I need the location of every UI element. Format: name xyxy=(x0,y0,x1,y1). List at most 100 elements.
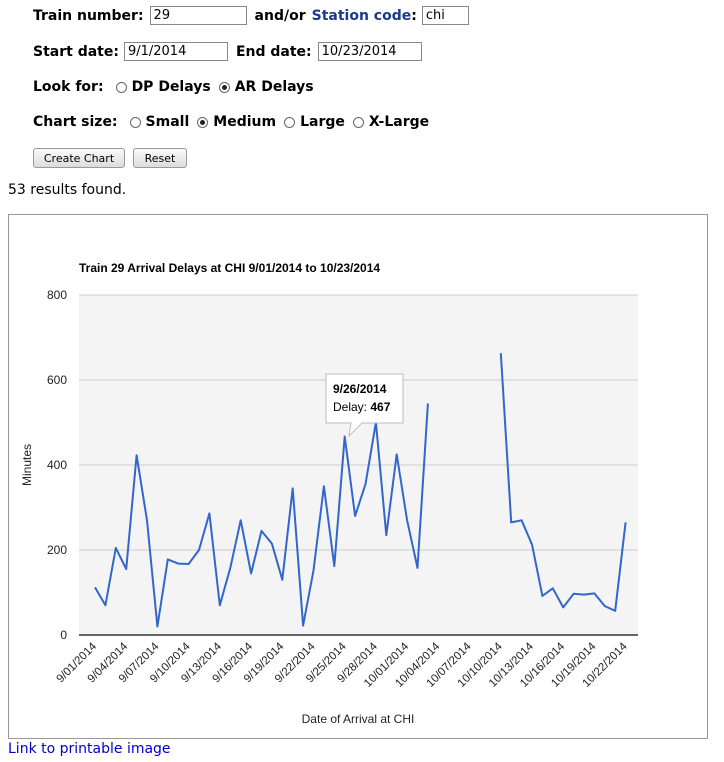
data-point[interactable] xyxy=(93,585,97,589)
data-point[interactable] xyxy=(384,533,388,537)
start-date-label: Start date: xyxy=(33,43,119,60)
size-small-option[interactable]: Small xyxy=(129,114,190,130)
data-point[interactable] xyxy=(353,514,357,518)
ar-delays-option[interactable]: AR Delays xyxy=(218,79,314,95)
data-point[interactable] xyxy=(291,486,295,490)
size-large-label: Large xyxy=(300,114,345,130)
data-point[interactable] xyxy=(405,518,409,522)
size-medium-radio[interactable] xyxy=(197,116,209,128)
station-code-link[interactable]: Station code xyxy=(311,7,412,24)
printable-image-link[interactable]: Link to printable image xyxy=(8,741,171,757)
size-small-label: Small xyxy=(145,114,190,130)
data-point[interactable] xyxy=(176,562,180,566)
chart-container: 0 200 400 600 800 9/01/2014 9/04/2014 9/07/201… xyxy=(8,214,708,739)
data-point[interactable] xyxy=(218,603,222,607)
data-point[interactable] xyxy=(145,518,149,522)
station-code-colon: : xyxy=(411,7,417,24)
tooltip-date: 9/26/2014 xyxy=(333,382,387,396)
data-point[interactable] xyxy=(499,351,503,355)
data-point[interactable] xyxy=(582,593,586,597)
tooltip-delay-text: Delay: 467 xyxy=(333,400,391,414)
chart-size-label: Chart size: xyxy=(33,114,118,130)
train-number-input[interactable]: 29 xyxy=(149,6,247,25)
reset-button[interactable]: Reset xyxy=(133,148,187,168)
ar-delays-radio[interactable] xyxy=(218,81,230,93)
andor-label: and/or xyxy=(254,7,306,24)
dp-delays-radio[interactable] xyxy=(115,81,127,93)
dp-delays-label: DP Delays xyxy=(131,79,211,95)
start-date-input[interactable]: 9/1/2014 xyxy=(123,42,228,61)
data-point[interactable] xyxy=(509,520,513,524)
data-point[interactable] xyxy=(103,603,107,607)
data-point[interactable] xyxy=(426,401,430,405)
date-row: Start date: 9/1/2014 End date: 10/23/201… xyxy=(33,42,422,61)
chart-title: Train 29 Arrival Delays at CHI 9/01/2014… xyxy=(79,261,380,275)
data-point[interactable] xyxy=(280,578,284,582)
data-point[interactable] xyxy=(228,566,232,570)
size-medium-option[interactable]: Medium xyxy=(197,114,276,130)
y-tick-label: 200 xyxy=(47,543,67,557)
data-point[interactable] xyxy=(613,609,617,613)
data-point[interactable] xyxy=(114,546,118,550)
data-point[interactable] xyxy=(592,591,596,595)
data-point[interactable] xyxy=(322,484,326,488)
data-point[interactable] xyxy=(624,520,628,524)
data-point[interactable] xyxy=(551,586,555,590)
lookfor-row: Look for: DP Delays AR Delays xyxy=(33,79,322,95)
data-point[interactable] xyxy=(166,557,170,561)
data-point[interactable] xyxy=(603,604,607,608)
tooltip-box xyxy=(325,373,404,438)
delay-chart: 0 200 400 600 800 9/01/20149/04/20149/07/201… xyxy=(20,261,638,726)
size-xlarge-option[interactable]: X-Large xyxy=(352,114,430,130)
lookfor-label: Look for: xyxy=(33,79,104,95)
data-point[interactable] xyxy=(364,482,368,486)
series-line xyxy=(94,403,429,628)
end-date-input[interactable]: 10/23/2014 xyxy=(317,42,422,61)
series-line xyxy=(499,353,627,612)
create-chart-button[interactable]: Create Chart xyxy=(33,148,125,168)
data-point[interactable] xyxy=(249,571,253,575)
y-axis-label: Minutes xyxy=(20,444,34,486)
data-point[interactable] xyxy=(197,548,201,552)
data-point[interactable] xyxy=(207,511,211,515)
data-point[interactable] xyxy=(312,568,316,572)
data-point[interactable] xyxy=(124,567,128,571)
y-tick-label: 0 xyxy=(60,628,67,642)
data-point[interactable] xyxy=(530,543,534,547)
data-point[interactable] xyxy=(561,605,565,609)
data-point[interactable] xyxy=(135,453,139,457)
y-tick-label: 400 xyxy=(47,458,67,472)
tooltip: 9/26/2014 Delay: 467 xyxy=(325,373,404,438)
data-point[interactable] xyxy=(332,564,336,568)
data-point[interactable] xyxy=(301,624,305,628)
size-xlarge-radio[interactable] xyxy=(352,116,364,128)
x-tick-labels: 9/01/20149/04/20149/07/20149/10/20149/13… xyxy=(54,640,630,690)
data-point[interactable] xyxy=(572,592,576,596)
dp-delays-option[interactable]: DP Delays xyxy=(115,79,211,95)
data-point[interactable] xyxy=(540,594,544,598)
train-row: Train number: 29 and/or Station code: ch… xyxy=(33,6,469,25)
size-xlarge-label: X-Large xyxy=(368,114,430,130)
data-point[interactable] xyxy=(187,562,191,566)
data-point[interactable] xyxy=(239,518,243,522)
chart-size-row: Chart size: Small Medium Large X-Large xyxy=(33,114,437,130)
series-group xyxy=(93,351,628,629)
size-large-radio[interactable] xyxy=(284,116,296,128)
data-point[interactable] xyxy=(155,625,159,629)
data-point[interactable] xyxy=(260,529,264,533)
y-tick-label: 600 xyxy=(47,373,67,387)
tooltip-delay-value: 467 xyxy=(370,400,390,414)
size-small-radio[interactable] xyxy=(129,116,141,128)
ar-delays-label: AR Delays xyxy=(234,79,314,95)
data-point[interactable] xyxy=(520,518,524,522)
station-code-input[interactable]: chi xyxy=(421,6,469,25)
data-point[interactable] xyxy=(343,435,347,439)
data-point[interactable] xyxy=(395,452,399,456)
results-count: 53 results found. xyxy=(8,182,127,198)
y-tick-label: 800 xyxy=(47,288,67,302)
data-point[interactable] xyxy=(416,566,420,570)
data-point[interactable] xyxy=(270,542,274,546)
size-large-option[interactable]: Large xyxy=(284,114,345,130)
x-axis-label: Date of Arrival at CHI xyxy=(302,712,415,726)
end-date-label: End date: xyxy=(235,43,312,60)
